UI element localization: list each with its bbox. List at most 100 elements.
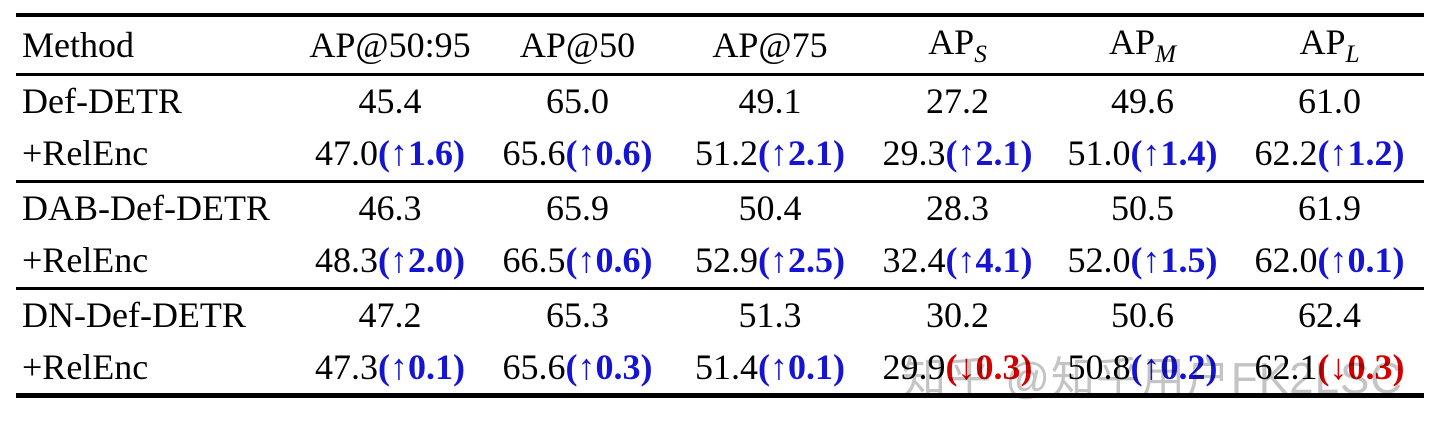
- group-dab-def-detr: DAB-Def-DETR 46.3 65.9 50.4 28.3 50.5 61…: [16, 181, 1424, 288]
- delta-up: (↑2.1): [758, 133, 845, 174]
- table-cell: 51.3: [738, 295, 802, 336]
- table-cell: 51.2(↑2.1): [675, 127, 865, 181]
- cell-value: 32.4: [882, 240, 946, 281]
- zhihu-watermark: 知乎 @知乎用户FK2LSC: [902, 354, 1404, 403]
- cell-value: 48.3: [315, 240, 378, 281]
- header-subscript: L: [1345, 40, 1360, 68]
- table-cell: 61.0: [1298, 81, 1361, 122]
- table-cell: 65.3: [546, 295, 609, 336]
- cell-value: 29.3: [882, 133, 946, 174]
- table-cell: 30.2: [926, 295, 989, 336]
- delta-up: (↑0.6): [565, 240, 653, 281]
- delta-up: (↑1.4): [1130, 133, 1218, 174]
- header-subscript: S: [974, 40, 987, 68]
- table-cell: 50.8(↑0.2): [1050, 341, 1235, 395]
- delta-up: (↑0.2): [1130, 346, 1218, 387]
- ap-results-table: Method AP@50:95 AP@50 AP@75 APS APM APL …: [16, 13, 1424, 398]
- table-cell: 47.0(↑1.6): [300, 127, 480, 181]
- cell-value: 51.0: [1067, 133, 1131, 174]
- delta-up: (↑0.1): [1317, 240, 1405, 281]
- cell-value: 66.5: [502, 240, 566, 281]
- table-cell: 51.4(↑0.1): [675, 341, 865, 395]
- delta-up: (↑0.1): [378, 346, 465, 387]
- column-header-ap50-95: AP@50:95: [309, 24, 471, 65]
- header-label: AP: [1108, 21, 1156, 62]
- cell-value: 50.8: [1067, 346, 1131, 387]
- table-cell: 48.3(↑2.0): [300, 234, 480, 288]
- table-cell: 62.4: [1298, 295, 1361, 336]
- method-cell: Def-DETR: [22, 81, 182, 122]
- baseline-row-dn-def-detr: DN-Def-DETR 47.2 65.3 51.3 30.2 50.6 62.…: [16, 288, 1424, 341]
- table-cell: 32.4(↑4.1): [865, 234, 1050, 288]
- relenc-row-def-detr: +RelEnc 47.0(↑1.6) 65.6(↑0.6) 51.2(↑2.1)…: [16, 127, 1424, 181]
- table-cell: 65.9: [546, 188, 609, 229]
- table-cell: 50.5: [1111, 188, 1174, 229]
- cell-value: 65.6: [502, 346, 566, 387]
- delta-up: (↑2.5): [758, 240, 845, 281]
- table-cell: 66.5(↑0.6): [480, 234, 675, 288]
- delta-down: (↓0.3): [1317, 346, 1405, 387]
- header-row: Method AP@50:95 AP@50 AP@75 APS APM APL: [16, 15, 1424, 74]
- table-cell: 45.4: [358, 81, 422, 122]
- cell-value: 51.2: [695, 133, 758, 174]
- table-cell: 65.6(↑0.6): [480, 127, 675, 181]
- table-cell: 49.6: [1111, 81, 1174, 122]
- cell-value: 52.0: [1067, 240, 1131, 281]
- table-cell: 62.1(↓0.3): [1235, 341, 1424, 395]
- cell-value: 62.2: [1254, 133, 1318, 174]
- cell-value: 65.6: [502, 133, 566, 174]
- delta-up: (↑1.5): [1130, 240, 1218, 281]
- delta-down: (↓0.3): [945, 346, 1033, 387]
- group-def-detr: Def-DETR 45.4 65.0 49.1 27.2 49.6 61.0 +…: [16, 74, 1424, 181]
- cell-value: 29.9: [882, 346, 946, 387]
- delta-up: (↑0.1): [758, 346, 845, 387]
- cell-value: 62.0: [1254, 240, 1318, 281]
- method-cell: DAB-Def-DETR: [22, 188, 270, 229]
- delta-up: (↑0.6): [565, 133, 653, 174]
- column-header-method: Method: [22, 24, 134, 65]
- header-label: AP: [928, 21, 975, 62]
- cell-value: 47.3: [315, 346, 378, 387]
- method-cell: +RelEnc: [22, 346, 149, 387]
- delta-up: (↑1.6): [378, 133, 465, 174]
- relenc-row-dn-def-detr: +RelEnc 47.3(↑0.1) 65.6(↑0.3) 51.4(↑0.1)…: [16, 341, 1424, 395]
- column-header-ap-small: APS: [865, 15, 1050, 74]
- table-cell: 65.0: [546, 81, 609, 122]
- delta-up: (↑1.2): [1317, 133, 1405, 174]
- method-cell: +RelEnc: [22, 133, 149, 174]
- table-cell: 49.1: [738, 81, 802, 122]
- column-header-ap-large: APL: [1235, 15, 1424, 74]
- header-subscript: M: [1155, 40, 1176, 68]
- baseline-row-def-detr: Def-DETR 45.4 65.0 49.1 27.2 49.6 61.0: [16, 74, 1424, 127]
- table-cell: 52.9(↑2.5): [675, 234, 865, 288]
- baseline-row-dab-def-detr: DAB-Def-DETR 46.3 65.9 50.4 28.3 50.5 61…: [16, 181, 1424, 234]
- group-dn-def-detr: DN-Def-DETR 47.2 65.3 51.3 30.2 50.6 62.…: [16, 288, 1424, 395]
- table-cell: 62.2(↑1.2): [1235, 127, 1424, 181]
- delta-up: (↑2.0): [378, 240, 465, 281]
- table-cell: 51.0(↑1.4): [1050, 127, 1235, 181]
- table-cell: 28.3: [926, 188, 989, 229]
- table-cell: 50.4: [738, 188, 802, 229]
- column-header-ap50: AP@50: [519, 24, 636, 65]
- delta-up: (↑4.1): [945, 240, 1033, 281]
- table-cell: 29.3(↑2.1): [865, 127, 1050, 181]
- table-cell: 46.3: [358, 188, 422, 229]
- method-cell: DN-Def-DETR: [22, 295, 246, 336]
- table-cell: 29.9(↓0.3): [865, 341, 1050, 395]
- delta-up: (↑2.1): [945, 133, 1033, 174]
- cell-value: 47.0: [315, 133, 378, 174]
- table-cell: 62.0(↑0.1): [1235, 234, 1424, 288]
- table-cell: 47.3(↑0.1): [300, 341, 480, 395]
- cell-value: 62.1: [1254, 346, 1318, 387]
- table-cell: 50.6: [1111, 295, 1174, 336]
- delta-up: (↑0.3): [565, 346, 653, 387]
- table-cell: 65.6(↑0.3): [480, 341, 675, 395]
- table-cell: 52.0(↑1.5): [1050, 234, 1235, 288]
- cell-value: 51.4: [695, 346, 758, 387]
- relenc-row-dab-def-detr: +RelEnc 48.3(↑2.0) 66.5(↑0.6) 52.9(↑2.5)…: [16, 234, 1424, 288]
- column-header-ap-medium: APM: [1050, 15, 1235, 74]
- method-cell: +RelEnc: [22, 240, 149, 281]
- cell-value: 52.9: [695, 240, 758, 281]
- table-cell: 47.2: [358, 295, 422, 336]
